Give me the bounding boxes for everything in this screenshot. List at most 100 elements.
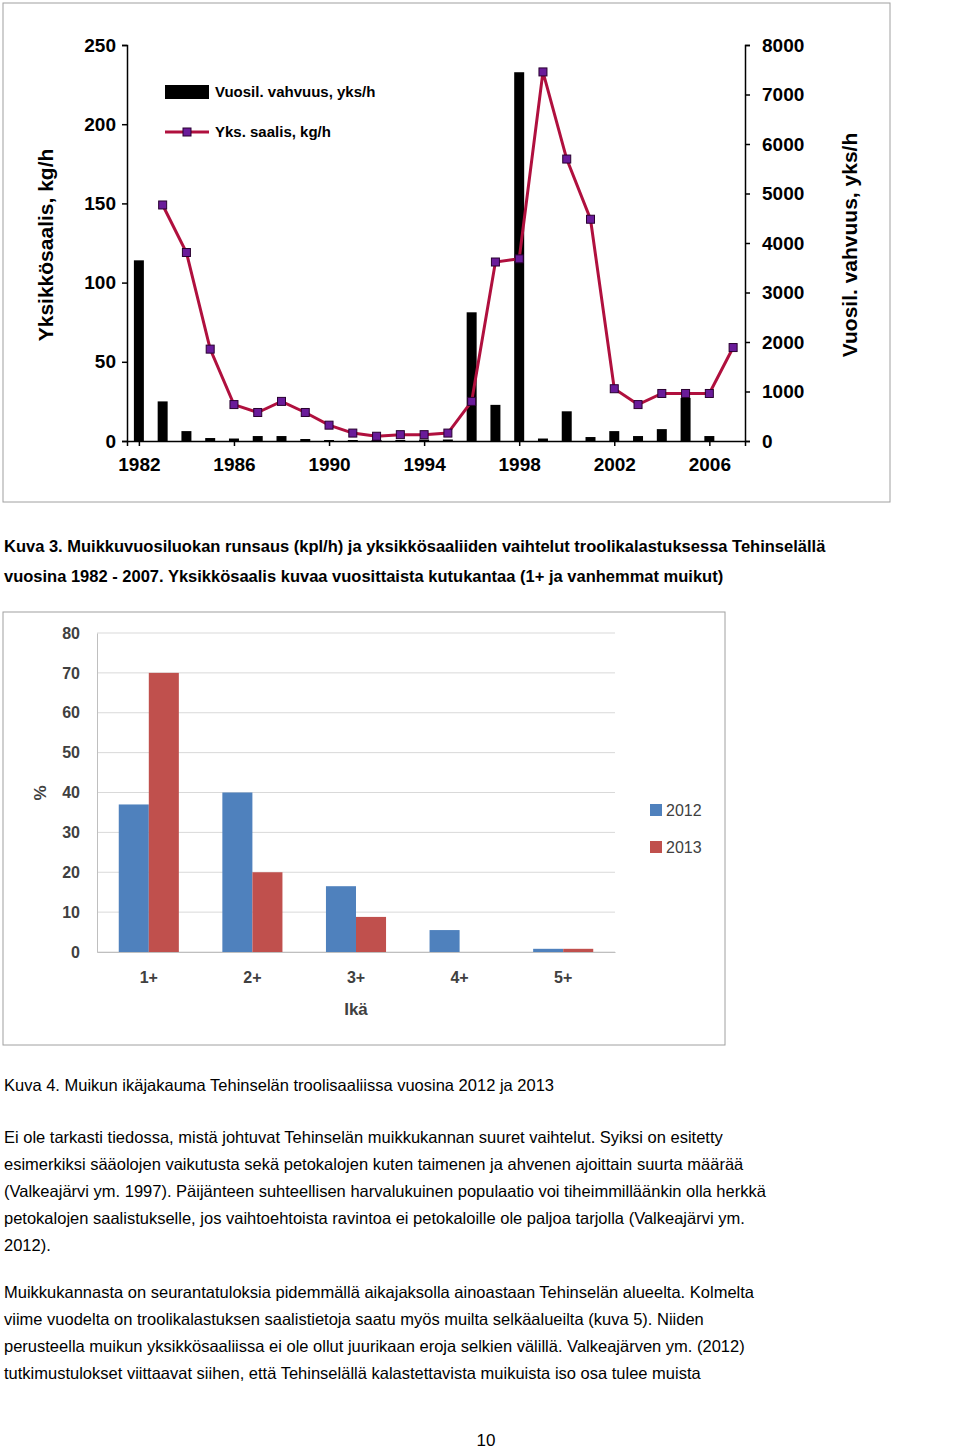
tick-mark [122,362,127,364]
tick-mark [122,441,127,443]
tick: 2002 [594,441,636,475]
tick-mark [329,441,331,446]
tick: 1000 [745,381,804,402]
text-body: Kuva 3. Muikkuvuosiluokan runsaus (kpl/h… [4,537,826,1450]
tick: 40 [62,784,97,801]
tick-mark [122,45,127,47]
paragraph-line: esimerkiksi sääolojen vaikutusta sekä pe… [4,1155,744,1173]
legend-item: 2012 [650,802,702,819]
tick: 20 [62,864,97,881]
tick-label: 5+ [554,969,572,986]
paragraph-line: petokalojen saalistukselle, jos vaihtoeh… [4,1209,745,1227]
tick-label: 0 [762,431,773,452]
marker [705,389,713,397]
tick-mark [234,441,236,446]
axis-line [128,442,746,447]
y2-axis-title: Vuosil. vahvuus, yks/h [838,133,861,357]
marker [206,345,214,353]
plot-area [134,68,737,441]
axis-line [746,46,751,442]
tick-mark [745,193,750,195]
paragraph-line: viime vuodelta on troolikalastuksen saal… [4,1310,704,1328]
tick-label: 4000 [762,233,804,254]
tick-label: 1+ [140,969,158,986]
legend-item: 2013 [650,839,702,856]
marker [230,401,238,409]
tick: 1994 [403,441,446,475]
x-axis-title: Ikä [344,1000,368,1019]
bar [222,793,252,953]
bar [430,930,460,952]
tick: 50 [62,744,97,761]
bar [119,804,149,952]
paragraph-line: Ei ole tarkasti tiedossa, mistä johtuvat… [4,1128,723,1146]
legend: 2012 2013 [650,802,702,856]
tick-label: 2000 [762,332,804,353]
tick-label: 3+ [347,969,365,986]
tick: 250 [84,35,127,56]
bar [657,429,667,441]
bar [681,398,691,441]
legend-label: 2012 [666,802,702,819]
tick: 3000 [745,282,804,303]
tick: 1982 [118,441,160,475]
marker [444,429,452,437]
tick-label: 80 [62,625,80,642]
marker [634,401,642,409]
bar [609,431,619,441]
tick-label: 8000 [762,35,804,56]
marker [396,431,404,439]
chart-2: 010203040506070801+2+3+4+5+%Ikä20122013 [3,612,725,1045]
tick: 3+ [347,952,365,986]
marker [587,215,595,223]
x-axis: 1982198619901994199820022006 [118,441,745,475]
bar [300,439,310,441]
tick-mark [745,243,750,245]
marker [420,431,428,439]
tick-mark [745,292,750,294]
y-axis: 050100150200250 [84,35,127,452]
bar [533,949,563,952]
tick-mark [709,441,711,446]
tick: 5+ [554,952,572,986]
axis-line [97,634,98,953]
tick: 1990 [308,441,350,475]
grid [97,633,615,952]
tick-label: 0 [105,431,116,452]
y-axis-title: % [31,785,50,800]
tick-label: 30 [62,824,80,841]
bar [134,260,144,441]
legend-label: Yks. saalis, kg/h [215,123,331,140]
marker [610,385,618,393]
marker [658,389,666,397]
tick: 0 [71,944,97,961]
tick-label: 3000 [762,282,804,303]
bar [252,872,282,952]
tick: 200 [84,114,127,135]
bar [460,952,490,953]
tick-mark [745,144,750,146]
tick: 5000 [745,183,804,204]
bar [181,431,191,441]
bar [490,405,500,441]
bar [538,439,548,441]
bar [326,886,356,952]
tick: 30 [62,824,97,841]
tick-label: 70 [62,664,80,681]
plot-area [119,673,593,952]
paragraph-line: 2012). [4,1236,51,1254]
marker [468,397,476,405]
caption-line: vuosina 1982 - 2007. Yksikkösaalis kuvaa… [4,567,723,585]
tick: 7000 [745,84,804,105]
tick-label: 50 [62,744,80,761]
tick-label: 20 [62,864,80,881]
legend-label: Vuosil. vahvuus, yks/h [215,83,375,100]
marker [491,258,499,266]
axis-line [122,46,128,442]
marker [729,344,737,352]
marker [301,408,309,416]
tick-label: 250 [84,35,116,56]
legend-item: Yks. saalis, kg/h [165,123,331,140]
tick-label: 40 [62,784,80,801]
tick: 1998 [499,441,541,475]
